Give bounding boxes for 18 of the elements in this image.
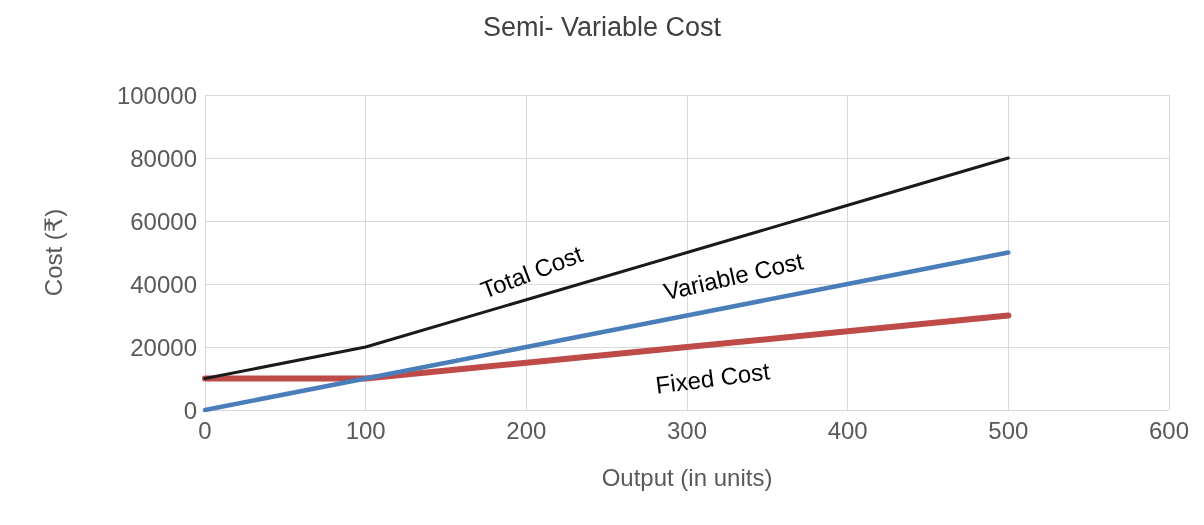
text: Total Cost — [476, 240, 587, 304]
y-tick-label: 40000 — [130, 270, 197, 298]
x-tick-label: 500 — [988, 416, 1029, 444]
y-tick-label: 20000 — [130, 333, 197, 361]
x-tick-label: 400 — [827, 416, 868, 444]
text: Fixed Cost — [654, 357, 772, 399]
x-tick-label: 300 — [666, 416, 708, 444]
x-tick-label: 600 — [1148, 416, 1190, 444]
y-tick-label: 0 — [183, 396, 197, 424]
y-tick-label: 60000 — [130, 207, 197, 235]
chart-title: Semi- Variable Cost — [482, 11, 722, 42]
x-tick-label: 200 — [506, 416, 547, 444]
text: Variable Cost — [661, 247, 806, 306]
y-axis-title: Cost (₹) — [39, 208, 67, 297]
x-tick-label: 100 — [345, 416, 386, 444]
y-tick-label: 80000 — [130, 144, 197, 172]
y-tick-label: 100000 — [116, 81, 197, 109]
x-axis-title: Output (in units) — [601, 463, 773, 491]
